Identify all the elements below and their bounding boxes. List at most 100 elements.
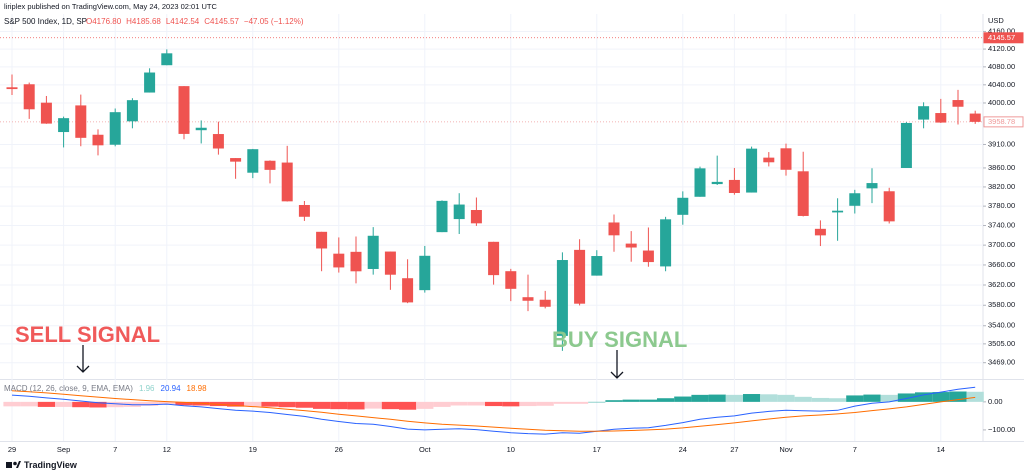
candle-body bbox=[109, 112, 121, 145]
histogram-bar bbox=[158, 401, 176, 405]
y-tick-label: 0.00 bbox=[988, 397, 1003, 406]
x-tick-label: 29 bbox=[8, 445, 16, 454]
histogram-bar bbox=[37, 401, 55, 407]
histogram-bar bbox=[467, 401, 485, 406]
candle-body bbox=[539, 299, 551, 307]
histogram-bar bbox=[89, 401, 107, 408]
histogram-bar bbox=[829, 398, 847, 402]
y-tick-label: 3620.00 bbox=[988, 280, 1015, 289]
candle-body bbox=[763, 157, 775, 163]
histogram-bar bbox=[364, 401, 382, 409]
y-tick-label: 4160.00 bbox=[988, 26, 1015, 35]
x-tick-label: 14 bbox=[937, 445, 945, 454]
macd-line bbox=[11, 386, 976, 435]
candle-body bbox=[144, 72, 156, 93]
price-label: 4145.57 bbox=[988, 33, 1015, 42]
candle-body bbox=[556, 260, 568, 336]
histogram-bar bbox=[725, 394, 743, 402]
annotation-arrow bbox=[76, 345, 90, 373]
candle-body bbox=[126, 100, 138, 122]
histogram-bar bbox=[622, 399, 640, 402]
annotation-text: SELL SIGNAL bbox=[15, 322, 160, 347]
histogram-bar bbox=[330, 401, 348, 410]
legend-ohlc: L4142.54 bbox=[166, 17, 200, 26]
histogram-bar bbox=[141, 401, 159, 406]
x-tick-label: 17 bbox=[593, 445, 601, 454]
x-tick-label: Oct bbox=[419, 445, 432, 454]
annotation-arrow bbox=[610, 350, 624, 379]
y-tick-label: 3860.00 bbox=[988, 163, 1015, 172]
candle-body bbox=[849, 193, 861, 206]
candle-body bbox=[247, 149, 259, 173]
macd-line bbox=[11, 390, 976, 432]
candle-body bbox=[333, 253, 345, 268]
histogram-bar bbox=[674, 396, 692, 402]
candle-body bbox=[367, 235, 379, 269]
candle-body bbox=[264, 160, 276, 170]
legend-ohlc: H4185.68 bbox=[126, 17, 161, 26]
candle-body bbox=[660, 219, 672, 267]
x-tick-label: Nov bbox=[779, 445, 793, 454]
legend-ohlc: C4145.57 bbox=[204, 17, 239, 26]
candle-body bbox=[6, 87, 18, 90]
candle-body bbox=[522, 297, 534, 301]
candle-body bbox=[728, 179, 740, 194]
candle-body bbox=[470, 210, 482, 224]
histogram-bar bbox=[450, 401, 468, 406]
candle-body bbox=[419, 255, 431, 291]
x-tick-label: 12 bbox=[163, 445, 171, 454]
candle-body bbox=[746, 148, 758, 193]
candle-body bbox=[642, 250, 654, 263]
candle-body bbox=[797, 171, 809, 216]
macd-legend-value: 18.98 bbox=[187, 384, 208, 393]
histogram-bar bbox=[949, 391, 967, 402]
candle-body bbox=[814, 228, 826, 236]
y-tick-label: 3780.00 bbox=[988, 201, 1015, 210]
histogram-bar bbox=[966, 391, 984, 402]
x-tick-label: 7 bbox=[113, 445, 117, 454]
histogram-bar bbox=[227, 401, 245, 407]
candle-body bbox=[677, 197, 689, 215]
histogram-bar bbox=[55, 401, 73, 407]
candle-body bbox=[350, 251, 362, 272]
candle-body bbox=[23, 84, 35, 110]
histogram-bar bbox=[605, 400, 623, 402]
footer-logo bbox=[6, 461, 21, 468]
candle-body bbox=[298, 204, 310, 217]
histogram-bar bbox=[399, 401, 417, 410]
candle-body bbox=[918, 106, 930, 120]
histogram-bar bbox=[502, 401, 520, 407]
y-tick-label: 3700.00 bbox=[988, 240, 1015, 249]
y-tick-label: 3540.00 bbox=[988, 321, 1015, 330]
candle-body bbox=[384, 251, 396, 275]
histogram-bar bbox=[846, 395, 864, 402]
price-label-box bbox=[983, 32, 1024, 44]
candle-body bbox=[161, 53, 173, 66]
candle-body bbox=[694, 168, 706, 197]
histogram-bar bbox=[381, 401, 399, 410]
histogram-bar bbox=[743, 394, 761, 402]
histogram-bar bbox=[932, 392, 950, 402]
candle-body bbox=[574, 249, 586, 304]
y-tick-label: 3660.00 bbox=[988, 260, 1015, 269]
candle-body bbox=[488, 241, 500, 276]
histogram-bar bbox=[691, 394, 709, 402]
histogram-bar bbox=[416, 401, 434, 409]
candle-body bbox=[75, 105, 87, 138]
macd-legend-title: MACD (12, 26, close, 9, EMA, EMA) bbox=[4, 384, 133, 393]
histogram-bar bbox=[553, 401, 571, 404]
histogram-bar bbox=[106, 401, 124, 408]
y-tick-label: 3740.00 bbox=[988, 221, 1015, 230]
histogram-bar bbox=[536, 401, 554, 406]
candle-body bbox=[212, 134, 224, 149]
x-tick-label: 19 bbox=[249, 445, 257, 454]
candle-body bbox=[969, 113, 981, 122]
histogram-bar bbox=[433, 401, 451, 407]
candle-body bbox=[453, 204, 465, 220]
candle-body bbox=[40, 102, 52, 124]
histogram-bar bbox=[794, 396, 812, 402]
legend-ohlc: O4176.80 bbox=[86, 17, 122, 26]
histogram-bar bbox=[897, 393, 915, 402]
candle-body bbox=[178, 86, 190, 134]
publisher: liriplex published on TradingView.com, M… bbox=[4, 2, 217, 11]
